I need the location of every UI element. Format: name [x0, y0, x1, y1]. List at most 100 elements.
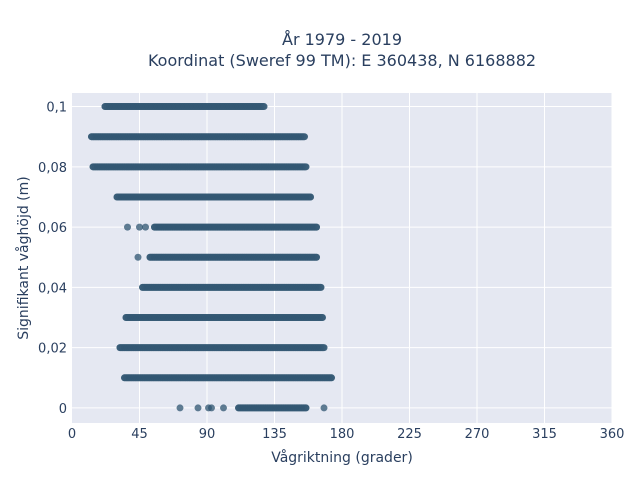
- scatter-point: [222, 344, 230, 352]
- scatter-point: [267, 163, 275, 171]
- scatter-point: [235, 344, 243, 352]
- scatter-point: [168, 374, 176, 382]
- scatter-point: [289, 404, 296, 412]
- scatter-point: [241, 133, 248, 141]
- scatter-point: [125, 163, 133, 171]
- scatter-point: [297, 253, 305, 261]
- scatter-point: [256, 344, 263, 352]
- scatter-point: [289, 314, 296, 322]
- scatter-point: [249, 374, 257, 382]
- scatter-point: [172, 314, 179, 322]
- scatter-point: [314, 344, 322, 352]
- scatter-point: [283, 223, 291, 231]
- scatter-point: [166, 283, 173, 291]
- scatter-point: [148, 253, 156, 261]
- scatter-point: [118, 344, 126, 352]
- scatter-point: [269, 163, 277, 171]
- scatter-point: [310, 223, 318, 231]
- scatter-point: [211, 163, 218, 171]
- scatter-point: [183, 314, 191, 322]
- scatter-point: [231, 374, 239, 382]
- scatter-point: [186, 374, 194, 382]
- scatter-point: [231, 283, 239, 291]
- scatter-point: [169, 253, 176, 261]
- scatter-point: [261, 253, 269, 261]
- scatter-point: [181, 314, 188, 322]
- scatter-point: [195, 163, 203, 171]
- scatter-point: [213, 163, 221, 171]
- scatter-point: [139, 103, 147, 111]
- scatter-point: [200, 253, 208, 261]
- scatter-point: [298, 283, 306, 291]
- scatter-point: [136, 223, 143, 231]
- scatter-point: [301, 163, 308, 171]
- scatter-point: [281, 223, 289, 231]
- scatter-point: [216, 103, 224, 111]
- scatter-point: [121, 163, 128, 171]
- scatter-point: [165, 193, 173, 201]
- scatter-point: [202, 163, 209, 171]
- scatter-point: [233, 283, 241, 291]
- scatter-point: [173, 223, 181, 231]
- scatter-point: [91, 163, 99, 171]
- scatter-point: [246, 193, 254, 201]
- scatter-point: [208, 404, 215, 412]
- scatter-point: [154, 193, 161, 201]
- scatter-point: [290, 223, 298, 231]
- scatter-point: [204, 344, 212, 352]
- scatter-point: [216, 253, 224, 261]
- scatter-point: [312, 283, 320, 291]
- scatter-point: [246, 314, 254, 322]
- scatter-point: [121, 133, 129, 141]
- scatter-point: [296, 344, 304, 352]
- scatter-point: [198, 103, 206, 111]
- scatter-point: [271, 314, 278, 322]
- scatter-point: [247, 253, 255, 261]
- scatter-point: [213, 374, 221, 382]
- scatter-point: [260, 374, 268, 382]
- scatter-point: [320, 404, 328, 412]
- scatter-point: [163, 283, 171, 291]
- scatter-point: [206, 374, 214, 382]
- scatter-point: [193, 103, 201, 111]
- scatter-point: [171, 103, 179, 111]
- scatter-point: [247, 163, 254, 171]
- scatter-point: [162, 103, 170, 111]
- scatter-point: [271, 404, 278, 412]
- scatter-point: [160, 103, 167, 111]
- scatter-point: [307, 283, 315, 291]
- scatter-point: [222, 374, 230, 382]
- scatter-point: [172, 374, 180, 382]
- scatter-point: [203, 314, 211, 322]
- scatter-point: [143, 374, 151, 382]
- scatter-point: [223, 223, 230, 231]
- scatter-point: [187, 193, 195, 201]
- scatter-point: [265, 374, 272, 382]
- scatter-point: [136, 163, 144, 171]
- scatter-point: [155, 223, 163, 231]
- scatter-point: [170, 283, 178, 291]
- scatter-point: [283, 344, 290, 352]
- scatter-point: [202, 374, 209, 382]
- scatter-point: [196, 253, 203, 261]
- scatter-point: [274, 253, 282, 261]
- scatter-point: [145, 283, 153, 291]
- scatter-point: [143, 344, 151, 352]
- scatter-point: [132, 374, 140, 382]
- scatter-point: [293, 404, 301, 412]
- scatter-point: [230, 314, 238, 322]
- scatter-point: [207, 223, 215, 231]
- scatter-point: [313, 223, 320, 231]
- scatter-point: [155, 103, 163, 111]
- scatter-point: [202, 283, 209, 291]
- scatter-point: [298, 374, 306, 382]
- scatter-point: [289, 193, 296, 201]
- scatter-point: [112, 103, 120, 111]
- scatter-point: [299, 253, 307, 261]
- scatter-point: [318, 314, 326, 322]
- scatter-point: [223, 253, 230, 261]
- scatter-point: [283, 133, 291, 141]
- scatter-point: [169, 193, 177, 201]
- chart-title-line-1: År 1979 - 2019: [282, 30, 402, 49]
- scatter-point: [244, 404, 251, 412]
